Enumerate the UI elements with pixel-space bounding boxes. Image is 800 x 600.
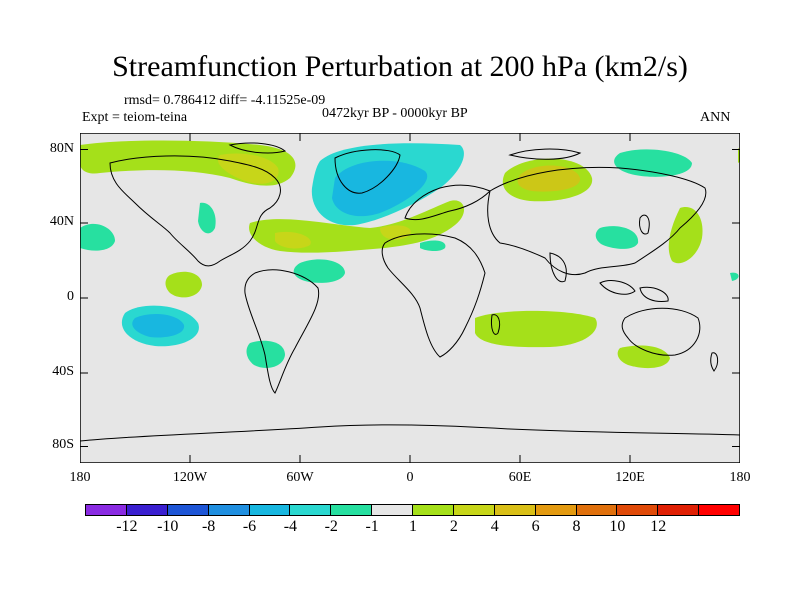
colorbar-label: 1 xyxy=(409,518,417,535)
lon-label-60e: 60E xyxy=(508,470,532,485)
colorbar-swatch xyxy=(452,504,495,516)
lat-label-80s: 80S xyxy=(52,437,74,452)
colorbar-label: -10 xyxy=(157,518,179,535)
colorbar-swatch xyxy=(657,504,700,516)
lat-label-40s: 40S xyxy=(52,364,74,379)
period-label: 0472kyr BP - 0000kyr BP xyxy=(322,106,468,121)
colorbar-swatch xyxy=(289,504,332,516)
lon-label-120w: 120W xyxy=(172,470,208,485)
lon-label-60w: 60W xyxy=(286,470,314,485)
lon-label-120e: 120E xyxy=(615,470,645,485)
colorbar-label: 2 xyxy=(449,518,458,535)
axis-ticks xyxy=(80,133,740,463)
colorbar-swatch xyxy=(85,504,127,516)
lon-label-180w: 180 xyxy=(69,470,91,485)
colorbar-swatch xyxy=(125,504,168,516)
colorbar xyxy=(85,504,740,516)
colorbar-label: 4 xyxy=(490,518,499,535)
rmsd-stats: rmsd= 0.786412 diff= -4.11525e-09 xyxy=(124,93,326,108)
colorbar-label: -12 xyxy=(116,518,138,535)
lon-label-0: 0 xyxy=(406,470,414,485)
colorbar-label: 10 xyxy=(609,518,626,535)
lon-label-180e: 180 xyxy=(729,470,751,485)
colorbar-swatch xyxy=(412,504,454,516)
colorbar-label: -1 xyxy=(365,518,379,535)
streamfunction-map xyxy=(79,132,741,464)
experiment-label: Expt = teiom-teina xyxy=(82,110,188,125)
colorbar-label: -6 xyxy=(242,518,257,535)
colorbar-swatch xyxy=(207,504,250,516)
colorbar-label: 6 xyxy=(531,518,540,535)
colorbar-swatch xyxy=(371,504,413,516)
colorbar-swatch xyxy=(166,504,209,516)
colorbar-label: -4 xyxy=(283,518,298,535)
coastlines xyxy=(79,142,741,442)
lat-label-40n: 40N xyxy=(49,214,74,229)
colorbar-label: -8 xyxy=(201,518,216,535)
colorbar-swatch xyxy=(698,504,740,516)
anomaly-patches xyxy=(80,140,741,369)
colorbar-swatch xyxy=(330,504,373,516)
colorbar-label: 12 xyxy=(650,518,667,535)
colorbar-swatch xyxy=(616,504,659,516)
colorbar-swatch xyxy=(575,504,618,516)
colorbar-swatch xyxy=(534,504,577,516)
colorbar-swatch xyxy=(248,504,291,516)
lat-label-0: 0 xyxy=(67,289,74,304)
map-svg xyxy=(79,132,741,464)
colorbar-label: -2 xyxy=(324,518,338,535)
colorbar-label: 8 xyxy=(572,518,581,535)
colorbar-swatch xyxy=(493,504,536,516)
plot-title: Streamfunction Perturbation at 200 hPa (… xyxy=(112,50,688,83)
season-label: ANN xyxy=(700,110,731,125)
lat-label-80n: 80N xyxy=(49,141,74,156)
